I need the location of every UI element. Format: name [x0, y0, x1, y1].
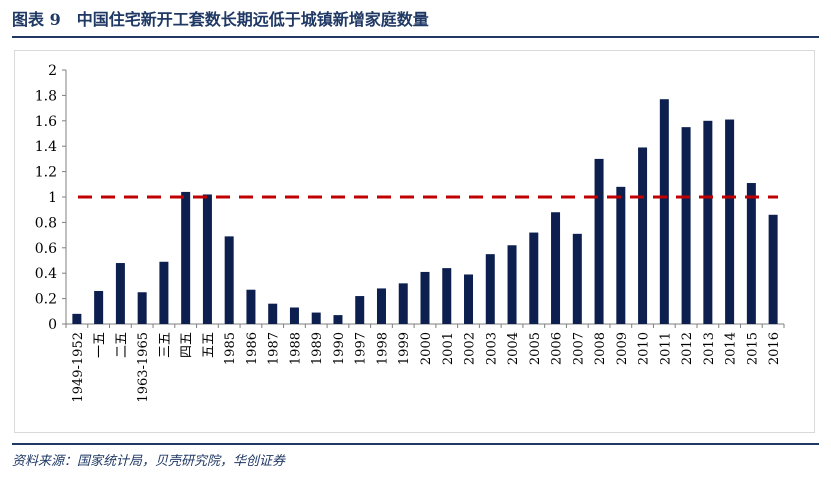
x-tick-label: 1997 — [354, 332, 369, 365]
y-tick-label: 2 — [48, 63, 57, 79]
bar — [224, 236, 234, 324]
bar — [355, 296, 365, 324]
x-tick-label: 2010 — [637, 332, 652, 365]
footer-divider — [12, 443, 819, 445]
x-tick-label: 1963-1965 — [136, 332, 151, 403]
bar — [202, 194, 212, 324]
bar — [94, 290, 104, 324]
x-tick-label: 2004 — [506, 332, 521, 365]
figure-caption: 中国住宅新开工套数长期远低于城镇新增家庭数量 — [76, 10, 429, 29]
x-tick-label: 1998 — [375, 332, 390, 365]
y-tick-label: 1.8 — [35, 88, 57, 104]
x-tick-label: 2001 — [441, 332, 456, 365]
bar — [376, 288, 386, 324]
title-divider — [12, 36, 819, 38]
bar — [681, 127, 691, 325]
y-tick-label: 0.4 — [35, 266, 57, 282]
bar — [137, 292, 147, 324]
bar — [181, 191, 191, 324]
x-tick-label: 1989 — [310, 332, 325, 365]
y-tick-label: 1 — [48, 190, 57, 206]
figure-number: 图表 9 — [12, 10, 61, 29]
bar — [659, 99, 669, 325]
x-tick-label: 2008 — [593, 332, 608, 365]
bar — [246, 289, 256, 324]
x-tick-label: 2003 — [484, 332, 499, 365]
x-tick-label: 2000 — [419, 332, 434, 365]
y-tick-label: 0.6 — [35, 241, 57, 257]
x-tick-label: 1999 — [397, 332, 412, 365]
bar — [725, 119, 735, 324]
bar — [398, 283, 408, 324]
bar — [159, 261, 169, 324]
x-tick-label: 一五 — [93, 332, 108, 358]
x-tick-label: 四五 — [180, 332, 195, 358]
x-tick-label: 三五 — [158, 332, 173, 358]
x-tick-label: 1949-1952 — [71, 332, 86, 403]
x-tick-label: 1986 — [245, 332, 260, 365]
x-tick-label: 二五 — [114, 332, 129, 358]
x-tick-label: 2011 — [658, 332, 673, 365]
x-tick-label: 2015 — [745, 332, 760, 365]
figure-title: 图表 9 中国住宅新开工套数长期远低于城镇新增家庭数量 — [12, 6, 819, 34]
bar — [529, 232, 539, 324]
x-tick-label: 2014 — [724, 332, 739, 365]
x-tick-label: 1987 — [267, 332, 282, 365]
bar — [72, 313, 82, 324]
bar — [507, 245, 517, 324]
bar — [616, 186, 626, 324]
bar — [768, 214, 778, 324]
x-tick-label: 2002 — [463, 332, 478, 365]
x-tick-label: 1990 — [332, 332, 347, 365]
x-tick-label: 1988 — [288, 332, 303, 365]
bar — [551, 212, 561, 324]
y-tick-label: 1.2 — [35, 165, 57, 181]
y-tick-label: 1.6 — [35, 114, 57, 130]
bar — [703, 120, 713, 324]
x-tick-label: 1985 — [223, 332, 238, 365]
bar — [572, 233, 582, 324]
bar — [485, 254, 495, 324]
x-tick-label: 五五 — [201, 332, 216, 358]
x-tick-label: 2006 — [550, 332, 565, 365]
bar — [442, 268, 452, 324]
x-tick-label: 2013 — [702, 332, 717, 365]
y-tick-label: 0.8 — [35, 215, 57, 231]
bar — [420, 271, 430, 324]
bar — [746, 183, 756, 324]
bar — [289, 307, 299, 324]
source-note: 资料来源：国家统计局，贝壳研究院，华创证券 — [12, 454, 286, 469]
bar — [268, 303, 278, 324]
x-tick-label: 2016 — [767, 332, 782, 365]
chart-frame — [14, 50, 815, 433]
bar-chart: 0 0.2 0.4 0.6 0.8 1 1.2 1.4 1.6 1.8 2 1949-1952 一五 二五… — [35, 63, 785, 403]
bar — [638, 147, 648, 324]
y-tick-label: 0.2 — [35, 292, 57, 308]
y-tick-label: 1.4 — [35, 139, 57, 155]
y-tick-label: 0 — [48, 317, 57, 333]
bar — [594, 158, 604, 324]
bar — [333, 315, 343, 324]
x-tick-label: 2007 — [571, 332, 586, 365]
x-tick-label: 2005 — [528, 332, 543, 365]
bar — [115, 263, 125, 324]
bar — [464, 274, 474, 324]
bar — [311, 312, 321, 324]
x-tick-label: 2009 — [615, 332, 630, 365]
x-tick-label: 2012 — [680, 332, 695, 365]
